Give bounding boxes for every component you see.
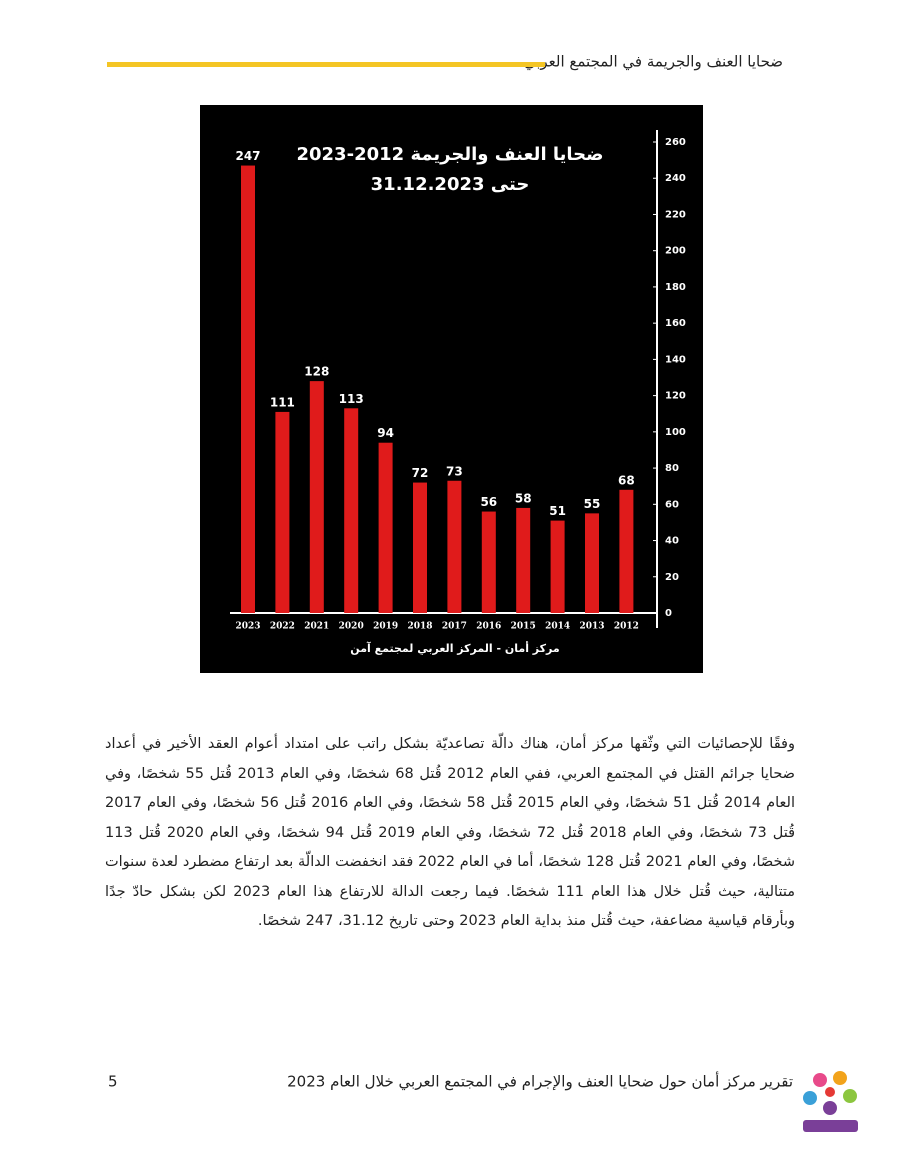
logo (803, 1071, 858, 1132)
x-tick-label: 2017 (442, 622, 467, 632)
x-tick-label: 2015 (511, 622, 536, 632)
x-tick-label: 2021 (304, 622, 329, 632)
chart-title: ضحايا العنف والجريمة 2012-2023 (296, 144, 603, 165)
bar (378, 442, 393, 613)
y-tick-label: 100 (665, 427, 686, 438)
y-tick-label: 200 (665, 246, 686, 257)
y-tick-label: 40 (665, 536, 679, 547)
value-label: 68 (618, 473, 635, 487)
bar (550, 520, 565, 613)
y-tick-label: 20 (665, 572, 679, 583)
y-tick-label: 140 (665, 354, 686, 365)
value-label: 58 (515, 491, 532, 505)
value-label: 113 (339, 392, 364, 406)
header-rule (107, 62, 545, 67)
header-title: ضحايا العنف والجريمة في المجتمع العربي (524, 53, 783, 72)
value-label: 51 (549, 504, 566, 518)
y-tick-label: 180 (665, 282, 686, 293)
y-tick-label: 60 (665, 499, 679, 510)
bar (619, 489, 634, 613)
x-tick-label: 2023 (235, 622, 260, 632)
x-tick-label: 2019 (373, 622, 398, 632)
value-label: 111 (270, 395, 295, 409)
bar (481, 511, 496, 613)
y-tick-label: 160 (665, 318, 686, 329)
x-tick-label: 2016 (476, 622, 501, 632)
chart-source: مركز أمان - المركز العربي لمجتمع آمن (350, 641, 559, 655)
x-tick-label: 2022 (270, 622, 295, 632)
page-number: 5 (108, 1073, 118, 1091)
value-label: 73 (446, 464, 463, 478)
bar (585, 513, 599, 613)
x-tick-label: 2020 (339, 622, 364, 632)
bar (241, 165, 255, 614)
value-label: 56 (480, 495, 497, 509)
y-tick-label: 260 (665, 137, 686, 148)
bar (413, 482, 427, 613)
bar (344, 408, 359, 613)
y-tick-label: 0 (665, 608, 672, 619)
value-label: 94 (377, 426, 394, 440)
bar (275, 411, 290, 613)
value-label: 55 (584, 497, 601, 511)
value-label: 247 (235, 149, 260, 163)
y-tick-label: 240 (665, 173, 686, 184)
chart-subtitle: حتى 31.12.2023 (371, 174, 530, 195)
y-tick-label: 80 (665, 463, 679, 474)
bar (309, 381, 324, 613)
x-tick-label: 2014 (545, 622, 570, 632)
x-tick-label: 2018 (407, 622, 432, 632)
x-tick-label: 2013 (579, 622, 604, 632)
value-label: 128 (304, 365, 329, 379)
value-label: 72 (412, 466, 429, 480)
bar (516, 507, 531, 613)
y-tick-label: 120 (665, 391, 686, 402)
y-tick-label: 220 (665, 209, 686, 220)
bar (447, 480, 462, 613)
x-tick-label: 2012 (614, 622, 639, 632)
footer-text: تقرير مركز أمان حول ضحايا العنف والإجرام… (287, 1072, 793, 1092)
body-paragraph: وفقًا للإحصائيات التي وثّقها مركز أمان، … (105, 736, 795, 929)
